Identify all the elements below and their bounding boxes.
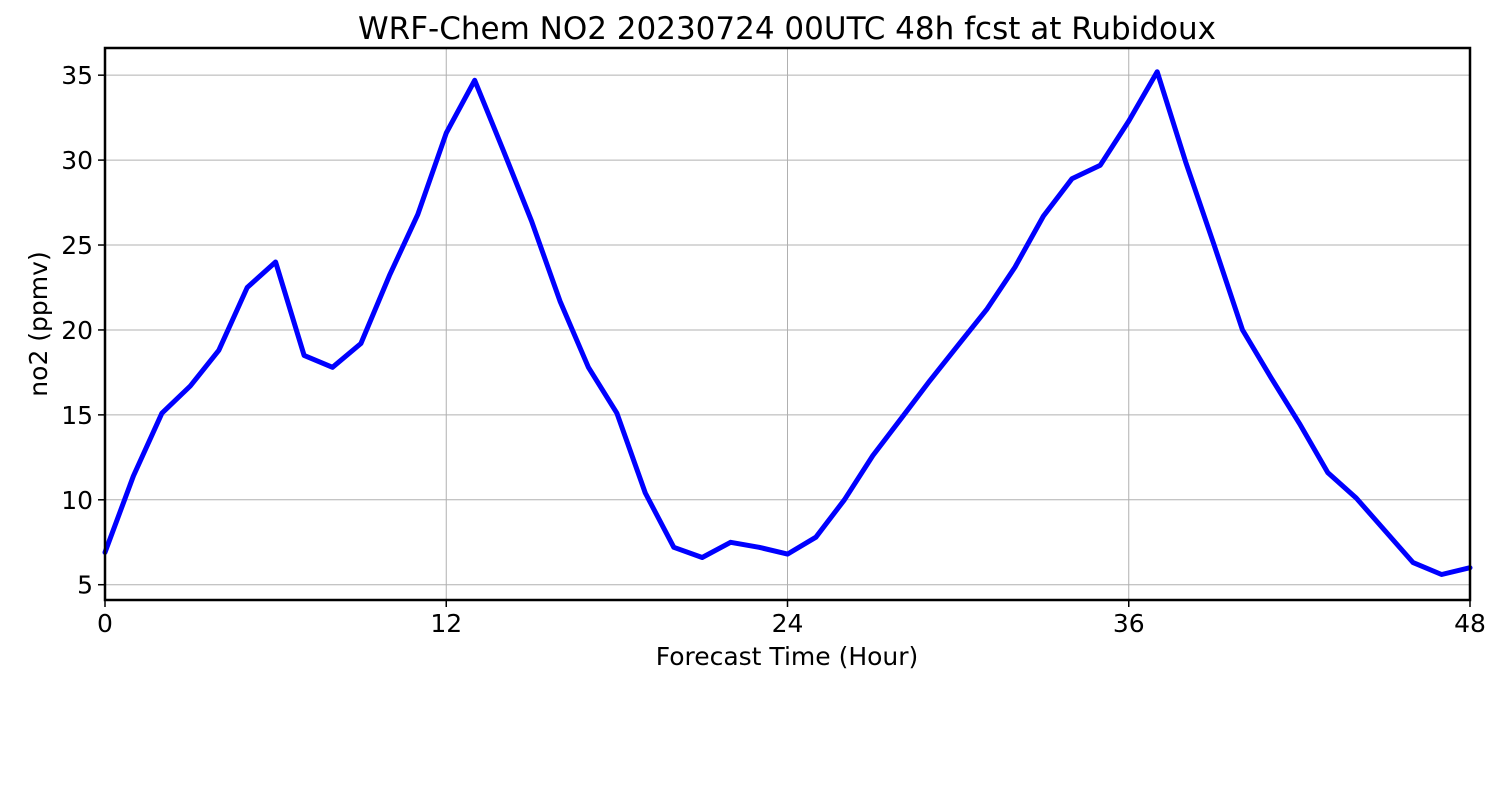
y-tick-label: 25 (61, 231, 93, 260)
x-tick-label: 36 (1113, 609, 1145, 638)
no2-series-line (102, 69, 1473, 577)
chart-title: WRF-Chem NO2 20230724 00UTC 48h fcst at … (358, 11, 1216, 47)
x-tick-label: 12 (430, 609, 462, 638)
grid (104, 48, 1471, 600)
x-tick-label: 24 (772, 609, 804, 638)
y-tick-label: 30 (61, 146, 93, 175)
x-tick-label: 0 (97, 609, 113, 638)
y-tick-label: 10 (61, 486, 93, 515)
series-layer (102, 69, 1473, 577)
ticks: 0 12 24 36 48 5 10 15 20 25 30 35 (61, 61, 1486, 638)
y-tick-label: 20 (61, 316, 93, 345)
y-tick-label: 15 (61, 401, 93, 430)
y-axis-label: no2 (ppmv) (24, 251, 53, 396)
y-tick-label: 5 (77, 571, 93, 600)
x-axis-label: Forecast Time (Hour) (656, 642, 919, 671)
x-tick-label: 48 (1454, 609, 1486, 638)
y-tick-label: 35 (61, 61, 93, 90)
